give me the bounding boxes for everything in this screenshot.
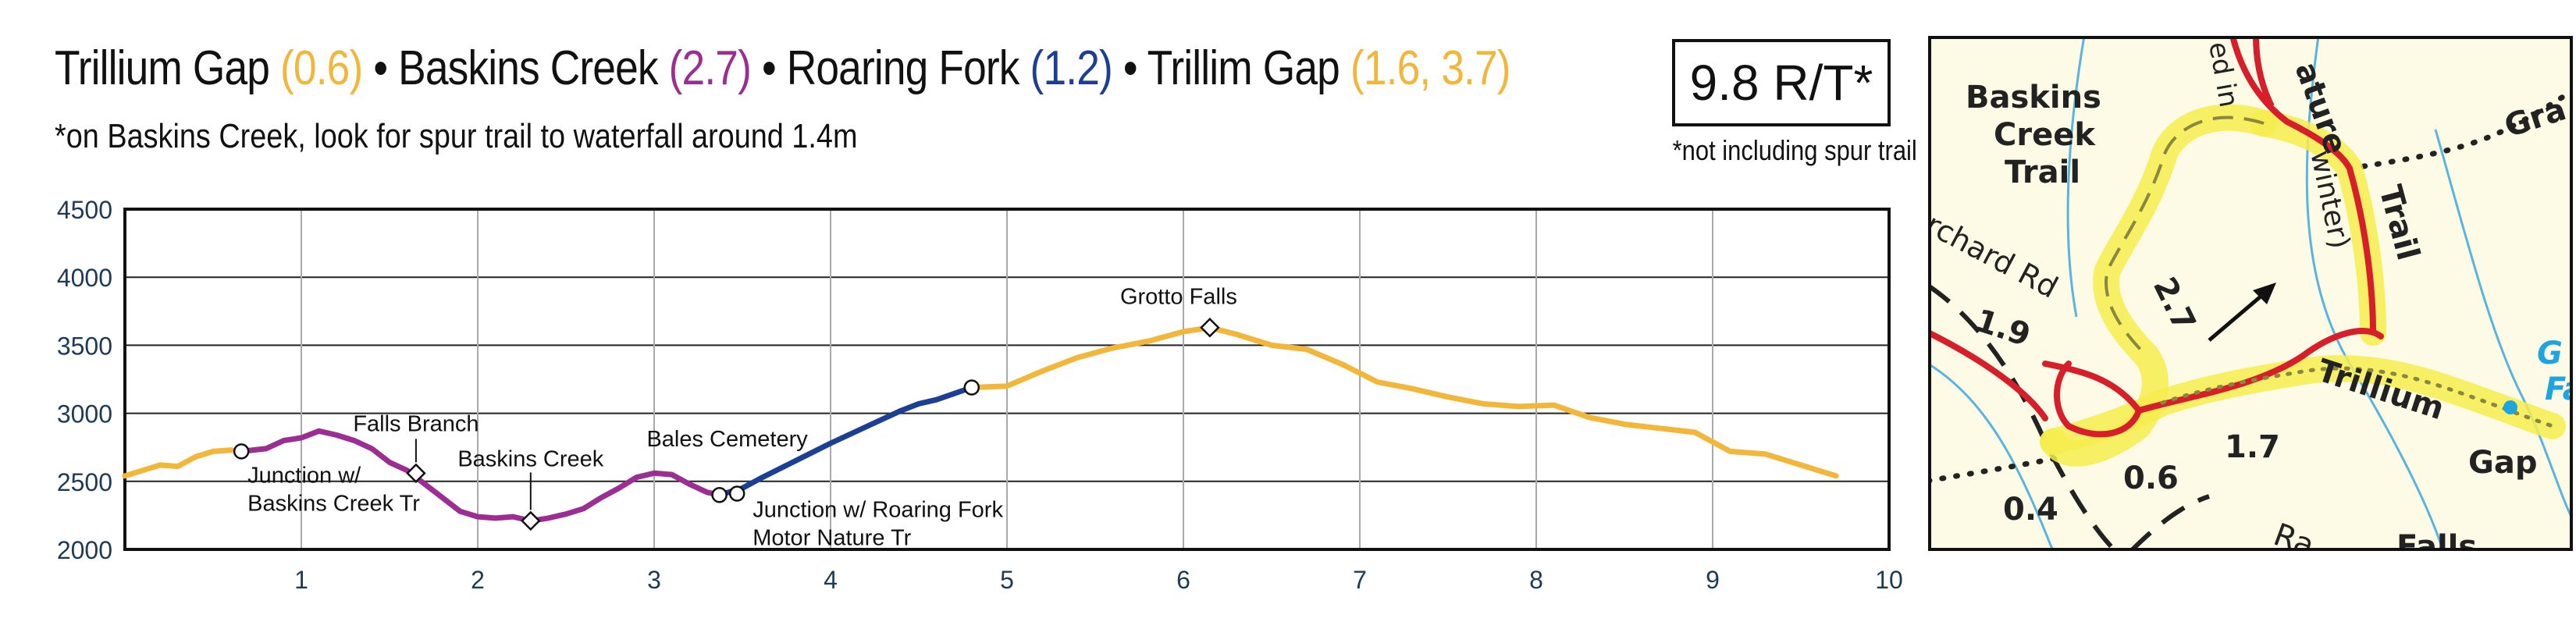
map-label: Gap — [2468, 445, 2537, 481]
map-distance: 1.7 — [2225, 429, 2280, 465]
waypoint-circle-marker — [711, 486, 728, 503]
x-tick-label: 9 — [1706, 566, 1720, 594]
x-tick-label: 10 — [1875, 566, 1903, 594]
segment-miles: (1.2) — [1030, 41, 1113, 95]
waypoint-diamond-marker — [521, 510, 541, 531]
waypoint-diamond-marker — [1200, 317, 1220, 338]
chart-subtitle: *on Baskins Creek, look for spur trail t… — [55, 117, 858, 155]
map-label: Falls — [2396, 529, 2477, 551]
segment-separator: • — [761, 41, 777, 95]
map-label: Trail — [2005, 155, 2080, 190]
x-tick-label: 3 — [647, 566, 661, 594]
annotation-label: Bales Cemetery — [646, 427, 808, 452]
waypoint-circle-marker — [963, 379, 980, 396]
segment-miles: (1.6, 3.7) — [1350, 41, 1511, 95]
segment-name: Trillium Gap — [55, 41, 270, 95]
elevation-series-line — [238, 428, 723, 524]
map-distance: 0.6 — [2123, 460, 2179, 496]
map-label: Fa — [2545, 371, 2573, 407]
elevation-chart: 2000 2500 3000 3500 4000 4500 1 2 3 4 5 6 7 8 9 10 Junct… — [57, 196, 1903, 594]
dotted-trail — [1928, 454, 2064, 484]
x-tick-label: 2 — [471, 566, 485, 594]
red-road — [2253, 36, 2275, 108]
dashed-road — [1928, 283, 2118, 551]
stream-line — [1928, 362, 2055, 551]
round-trip-note: *not including spur trail — [1672, 134, 1917, 166]
segment-separator: • — [1123, 41, 1138, 95]
arrow-head-icon — [2253, 283, 2276, 304]
annotation-label: Junction w/ — [247, 463, 361, 488]
waterfall-marker-icon — [2503, 400, 2517, 414]
annotation-label: Grotto Falls — [1120, 285, 1237, 310]
elevation-series-line — [717, 385, 975, 498]
y-tick-label: 3500 — [57, 332, 112, 360]
red-road — [2229, 36, 2376, 336]
waypoint-diamond-marker — [406, 463, 426, 484]
segment-separator: • — [373, 41, 388, 95]
elevation-series-line — [122, 447, 244, 479]
annotation-label: Falls Branch — [353, 411, 479, 436]
segment-miles: (0.6) — [280, 41, 363, 95]
dashed-road — [2129, 494, 2210, 551]
map-distance: 0.4 — [2003, 492, 2058, 528]
segment-miles: (2.7) — [668, 41, 752, 95]
stream-line — [2066, 36, 2086, 318]
x-tick-label: 6 — [1176, 566, 1190, 594]
waypoint-circle-marker — [728, 485, 745, 502]
x-tick-label: 8 — [1529, 566, 1543, 594]
y-tick-label: 2500 — [57, 468, 112, 496]
segment-name: Baskins Creek — [398, 41, 658, 95]
y-tick-label: 4000 — [57, 264, 112, 292]
red-road — [1928, 328, 2384, 438]
x-tick-label: 4 — [824, 566, 838, 594]
annotation-label: Baskins Creek — [457, 446, 603, 471]
waypoint-circle-marker — [233, 443, 250, 460]
y-tick-label: 4500 — [57, 196, 112, 224]
map-label: G — [2537, 336, 2563, 371]
y-tick-label: 3000 — [57, 400, 112, 428]
plot-frame — [123, 208, 1891, 551]
annotation-label: Motor Nature Tr — [753, 525, 911, 550]
segment-name: Roaring Fork — [786, 41, 1020, 95]
map-label: Baskins — [1966, 80, 2101, 116]
y-tick-label: 2000 — [57, 536, 112, 564]
map-frame — [1928, 36, 2573, 551]
stream-line — [2434, 129, 2573, 521]
x-tick-label: 5 — [1000, 566, 1014, 594]
round-trip-box: 9.8 R/T* — [1672, 39, 1891, 126]
elevation-series-line — [969, 325, 1839, 479]
chart-title: Trillium Gap (0.6) • Baskins Creek (2.7)… — [55, 41, 1511, 96]
map-label: Creek — [1994, 117, 2096, 153]
x-tick-label: 1 — [294, 566, 308, 594]
x-tick-label: 7 — [1353, 566, 1367, 594]
annotation-label: Baskins Creek Tr — [247, 491, 420, 516]
trail-map: Baskins Creek Trail rchard Rd ed in atur… — [1928, 36, 2573, 551]
annotation-label: Junction w/ Roaring Fork — [753, 497, 1003, 522]
segment-name: Trillim Gap — [1147, 41, 1340, 95]
round-trip-value: 9.8 R/T* — [1689, 55, 1873, 111]
route-centerline — [2105, 116, 2265, 357]
